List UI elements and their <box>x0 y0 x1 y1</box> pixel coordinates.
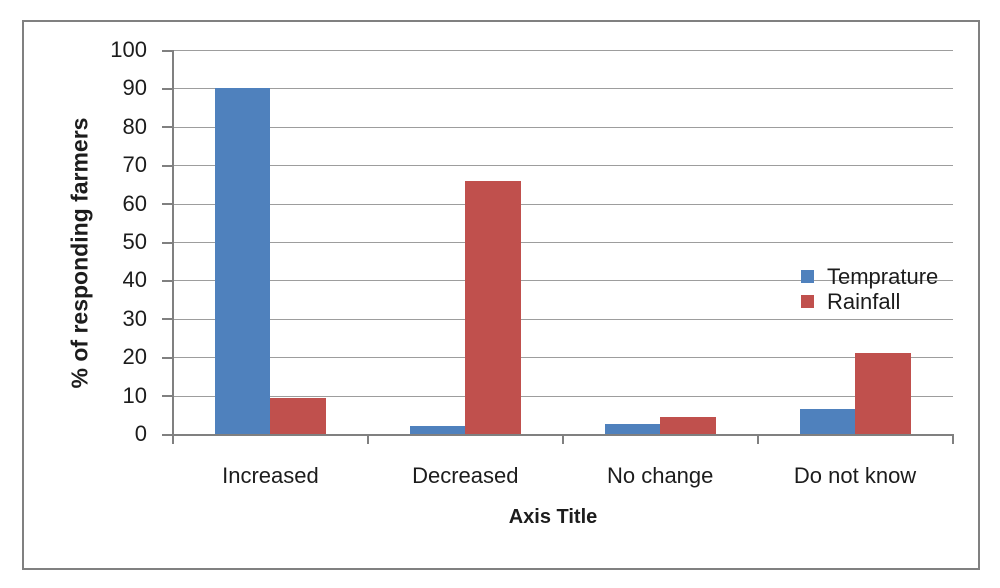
x-category-label-no-change: No change <box>606 463 714 488</box>
legend-item-temprature: Temprature <box>801 264 938 289</box>
x-tick-3 <box>756 434 759 444</box>
y-tick-30 <box>162 318 173 321</box>
gridline-10 <box>173 395 953 397</box>
legend-label-temprature: Temprature <box>827 263 939 289</box>
bar-temprature-increased <box>214 88 271 434</box>
legend-label-rainfall: Rainfall <box>827 288 901 314</box>
y-tick-label-80: 80 <box>122 113 147 139</box>
y-tick-label-60: 60 <box>122 190 147 216</box>
y-tick-60 <box>162 203 173 206</box>
gridline-40 <box>173 280 953 282</box>
y-axis-title: % of responding farmers <box>66 117 93 389</box>
gridline-30 <box>173 318 953 320</box>
x-category-label-do-not-know: Do not know <box>793 463 917 488</box>
y-tick-50 <box>162 241 173 244</box>
y-tick-label-10: 10 <box>122 382 147 408</box>
legend-swatch-rainfall <box>801 295 814 308</box>
gridline-20 <box>173 357 953 359</box>
y-tick-40 <box>162 279 173 282</box>
gridline-100 <box>173 50 953 51</box>
y-tick-label-50: 50 <box>122 229 147 254</box>
y-tick-100 <box>162 49 173 52</box>
gridline-80 <box>173 126 953 128</box>
x-tick-2 <box>561 434 564 444</box>
bar-temprature-do-not-know <box>799 409 856 434</box>
bar-rainfall-decreased <box>465 180 521 434</box>
y-tick-10 <box>162 395 173 398</box>
x-axis-title: Axis Title <box>508 506 598 528</box>
y-tick-label-40: 40 <box>122 267 147 293</box>
bar-rainfall-increased <box>270 397 326 434</box>
y-tick-20 <box>162 356 173 359</box>
y-tick-label-20: 20 <box>122 344 147 370</box>
y-tick-label-90: 90 <box>122 75 147 101</box>
bar-temprature-decreased <box>409 426 466 434</box>
y-tick-70 <box>162 164 173 167</box>
y-tick-90 <box>162 87 173 90</box>
y-tick-label-0: 0 <box>134 421 147 446</box>
y-tick-label-30: 30 <box>122 305 147 331</box>
bar-temprature-no-change <box>604 424 661 434</box>
x-category-label-decreased: Decreased <box>412 463 519 488</box>
y-axis-line <box>172 50 174 444</box>
y-tick-0 <box>162 433 173 436</box>
x-category-label-increased: Increased <box>222 463 319 488</box>
gridline-50 <box>173 242 953 243</box>
bar-rainfall-do-not-know <box>855 353 911 434</box>
x-tick-4 <box>951 434 954 444</box>
y-tick-label-100: 100 <box>110 37 147 62</box>
gridline-70 <box>173 165 953 167</box>
legend-swatch-temprature <box>801 270 814 283</box>
legend: Temprature Rainfall <box>801 264 938 314</box>
y-tick-label-70: 70 <box>122 152 147 178</box>
x-tick-0 <box>172 434 174 444</box>
gridline-60 <box>173 203 953 205</box>
bar-rainfall-no-change <box>660 416 716 434</box>
gridline-90 <box>173 88 953 90</box>
legend-item-rainfall: Rainfall <box>801 289 938 314</box>
x-tick-1 <box>366 434 369 444</box>
y-tick-80 <box>162 126 173 129</box>
